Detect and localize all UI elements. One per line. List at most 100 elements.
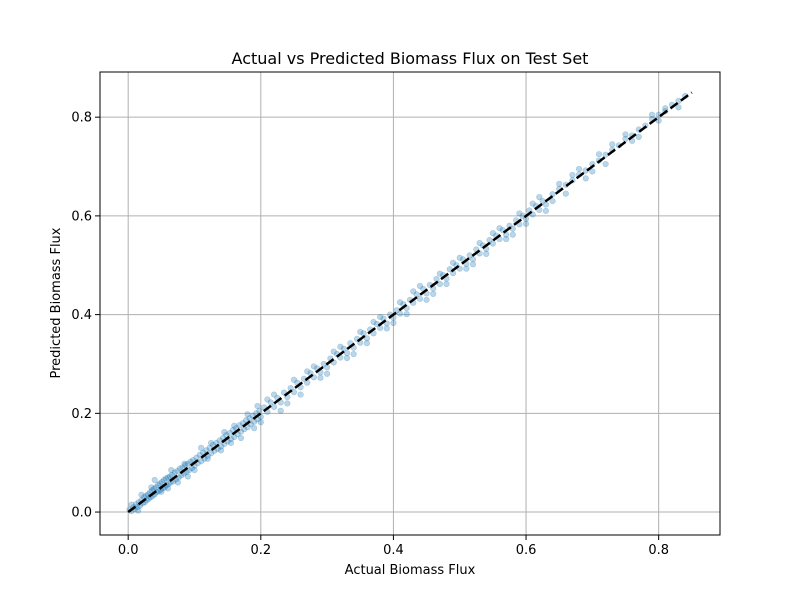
scatter-point <box>227 439 235 447</box>
scatter-point <box>357 328 364 335</box>
scatter-point <box>390 319 397 327</box>
scatter-point <box>164 485 172 492</box>
scatter-point <box>396 310 404 317</box>
scatter-point <box>430 290 437 297</box>
scatter-point <box>204 455 211 462</box>
scatter-point <box>343 350 351 357</box>
scatter-point <box>556 180 563 187</box>
scatter-point <box>251 425 258 432</box>
scatter-point <box>503 235 510 243</box>
scatter-point <box>350 350 357 358</box>
scatter-point <box>489 230 496 237</box>
scatter-point <box>277 407 284 414</box>
x-tick-label: 0.6 <box>516 543 537 558</box>
scatter-point <box>166 473 174 480</box>
scatter-point <box>198 444 205 451</box>
scatter-point <box>469 261 477 268</box>
x-axis-ticks: 0.0 0.2 0.4 0.6 0.8 <box>118 535 669 558</box>
scatter-point <box>236 422 243 429</box>
scatter-point <box>330 348 337 355</box>
chart-title: Actual vs Predicted Biomass Flux on Test… <box>232 49 589 68</box>
plot-frame <box>99 71 721 536</box>
scatter-point <box>423 296 430 303</box>
scatter-point <box>575 165 583 173</box>
y-tick-label: 0.8 <box>71 111 92 126</box>
scatter-point <box>174 467 181 475</box>
scatter-point <box>595 151 603 158</box>
scatter-point <box>410 288 417 295</box>
scatter-point <box>237 434 245 442</box>
scatter-point <box>562 190 569 197</box>
scatter-point <box>489 240 496 247</box>
scatter-point <box>138 491 145 498</box>
scatter-point <box>370 318 377 326</box>
scatter-point <box>383 325 390 332</box>
scatter-point <box>270 391 278 398</box>
scatter-point <box>160 476 168 484</box>
y-tick-label: 0.4 <box>71 308 92 323</box>
scatter-point <box>182 462 189 469</box>
scatter-point <box>377 313 384 321</box>
scatter-point <box>151 476 158 484</box>
scatter-point <box>135 507 142 514</box>
scatter-point <box>542 207 550 215</box>
scatter-point <box>284 400 291 407</box>
x-tick-label: 0.4 <box>383 543 404 558</box>
scatter-point <box>363 340 370 347</box>
scatter-point <box>549 197 556 205</box>
scatter-point <box>337 343 344 350</box>
scatter-point <box>168 471 176 479</box>
scatter-point <box>324 370 331 377</box>
scatter-point <box>254 402 261 410</box>
scatter-point <box>496 225 503 232</box>
scatter-point <box>221 428 228 436</box>
scatter-point <box>396 299 404 306</box>
scatter-point <box>164 474 172 481</box>
scatter-point <box>582 175 589 182</box>
scatter-point <box>264 396 271 403</box>
scatter-point <box>244 411 251 418</box>
scatter-points <box>126 92 689 515</box>
scatter-point <box>662 105 669 112</box>
scatter-point <box>569 171 576 179</box>
scatter-point <box>536 194 543 201</box>
scatter-point <box>152 484 160 491</box>
y-tick-label: 0.6 <box>71 209 92 224</box>
scatter-point <box>158 488 165 495</box>
y-axis-title: Predicted Biomass Flux <box>49 227 64 378</box>
scatter-point <box>529 200 536 207</box>
x-axis-title: Actual Biomass Flux <box>345 563 476 578</box>
scatter-point <box>648 111 656 118</box>
scatter-point <box>635 133 642 141</box>
scatter-point <box>128 501 135 508</box>
scatter-point <box>416 295 424 302</box>
scatter-point <box>416 282 424 290</box>
scatter-point <box>171 469 178 476</box>
scatter-point <box>207 439 215 447</box>
scatter-point <box>297 391 304 398</box>
scatter-point <box>542 201 550 208</box>
scatter-point <box>436 270 443 277</box>
scatter-point <box>290 376 298 383</box>
scatter-point <box>184 460 191 467</box>
y-axis-ticks: 0.0 0.2 0.4 0.6 0.8 <box>71 111 100 521</box>
scatter-point <box>304 368 311 375</box>
scatter-point <box>522 220 530 227</box>
grid-lines <box>100 72 720 535</box>
x-tick-label: 0.2 <box>250 543 271 558</box>
scatter-point <box>270 403 278 411</box>
scatter-point <box>231 422 238 429</box>
y-tick-label: 0.2 <box>71 407 92 422</box>
scatter-point <box>602 160 609 168</box>
reference-line-y-equals-x <box>127 91 693 514</box>
scatter-point <box>168 466 175 474</box>
scatter-point <box>217 447 225 454</box>
scatter-point <box>609 141 616 148</box>
scatter-point <box>343 354 351 362</box>
scatter-point <box>509 231 516 238</box>
scatter-point <box>257 419 264 426</box>
scatter-point <box>675 104 682 111</box>
scatter-point <box>622 131 629 138</box>
scatter-point <box>191 466 198 474</box>
